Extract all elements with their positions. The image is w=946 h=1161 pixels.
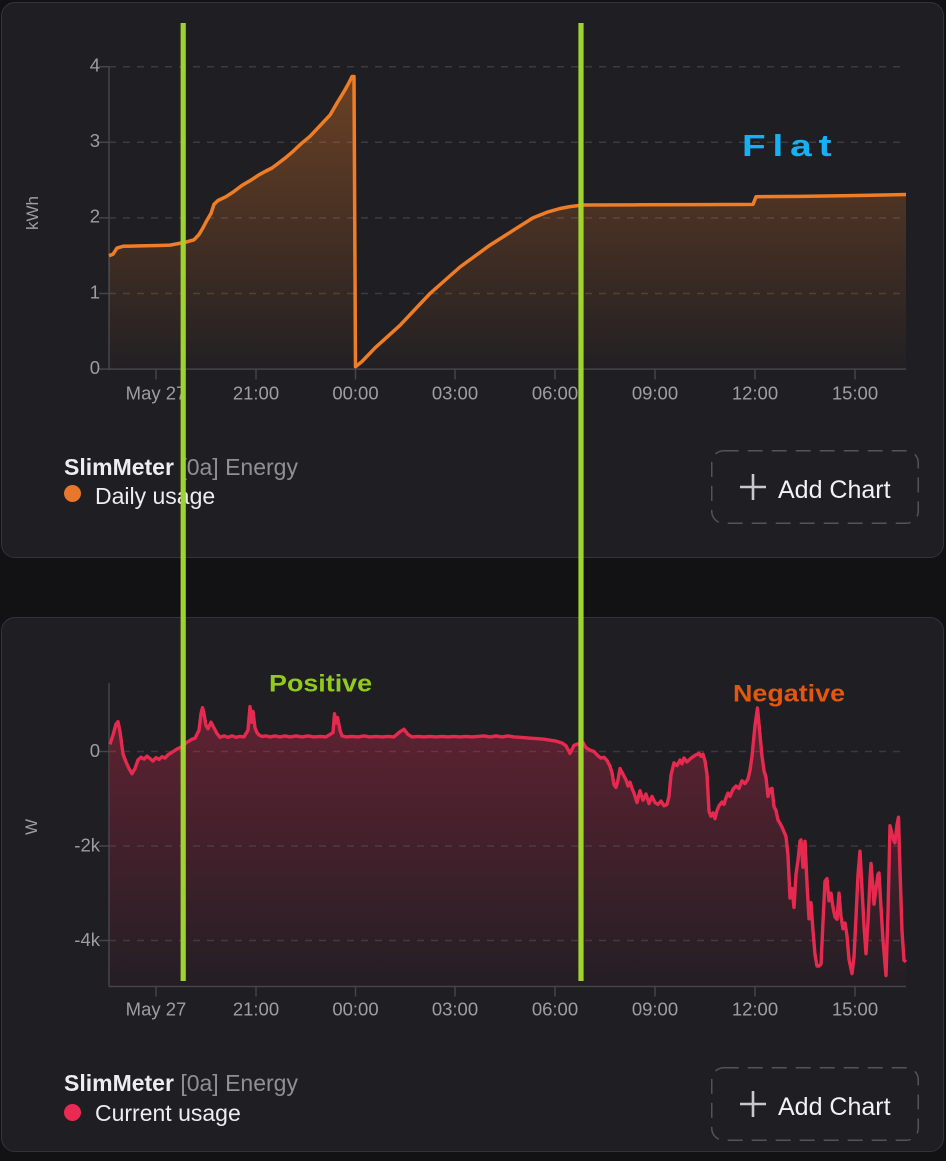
svg-text:21:00: 21:00 — [233, 383, 279, 404]
svg-text:4: 4 — [90, 55, 100, 76]
svg-text:Positive: Positive — [269, 671, 372, 697]
svg-text:03:00: 03:00 — [432, 999, 478, 1020]
svg-text:03:00: 03:00 — [432, 383, 478, 404]
svg-text:09:00: 09:00 — [632, 999, 678, 1020]
svg-text:2: 2 — [90, 206, 100, 227]
svg-text:May 27: May 27 — [126, 999, 187, 1020]
svg-text:Flat: Flat — [742, 129, 838, 163]
svg-text:00:00: 00:00 — [332, 383, 378, 404]
svg-text:21:00: 21:00 — [233, 999, 279, 1020]
svg-text:May 27: May 27 — [126, 383, 187, 404]
svg-text:09:00: 09:00 — [632, 383, 678, 404]
svg-text:-4k: -4k — [74, 929, 100, 950]
svg-text:-2k: -2k — [74, 834, 100, 855]
svg-text:15:00: 15:00 — [832, 383, 878, 404]
svg-text:kWh: kWh — [23, 196, 42, 230]
svg-text:W: W — [22, 819, 41, 835]
svg-text:06:00: 06:00 — [532, 999, 578, 1020]
svg-text:15:00: 15:00 — [832, 999, 878, 1020]
svg-text:3: 3 — [90, 130, 100, 151]
svg-text:00:00: 00:00 — [332, 999, 378, 1020]
svg-text:06:00: 06:00 — [532, 383, 578, 404]
svg-text:12:00: 12:00 — [732, 383, 778, 404]
svg-text:0: 0 — [90, 357, 100, 378]
svg-text:0: 0 — [90, 740, 100, 761]
svg-text:1: 1 — [90, 281, 100, 302]
svg-text:12:00: 12:00 — [732, 999, 778, 1020]
svg-text:Negative: Negative — [733, 681, 845, 707]
